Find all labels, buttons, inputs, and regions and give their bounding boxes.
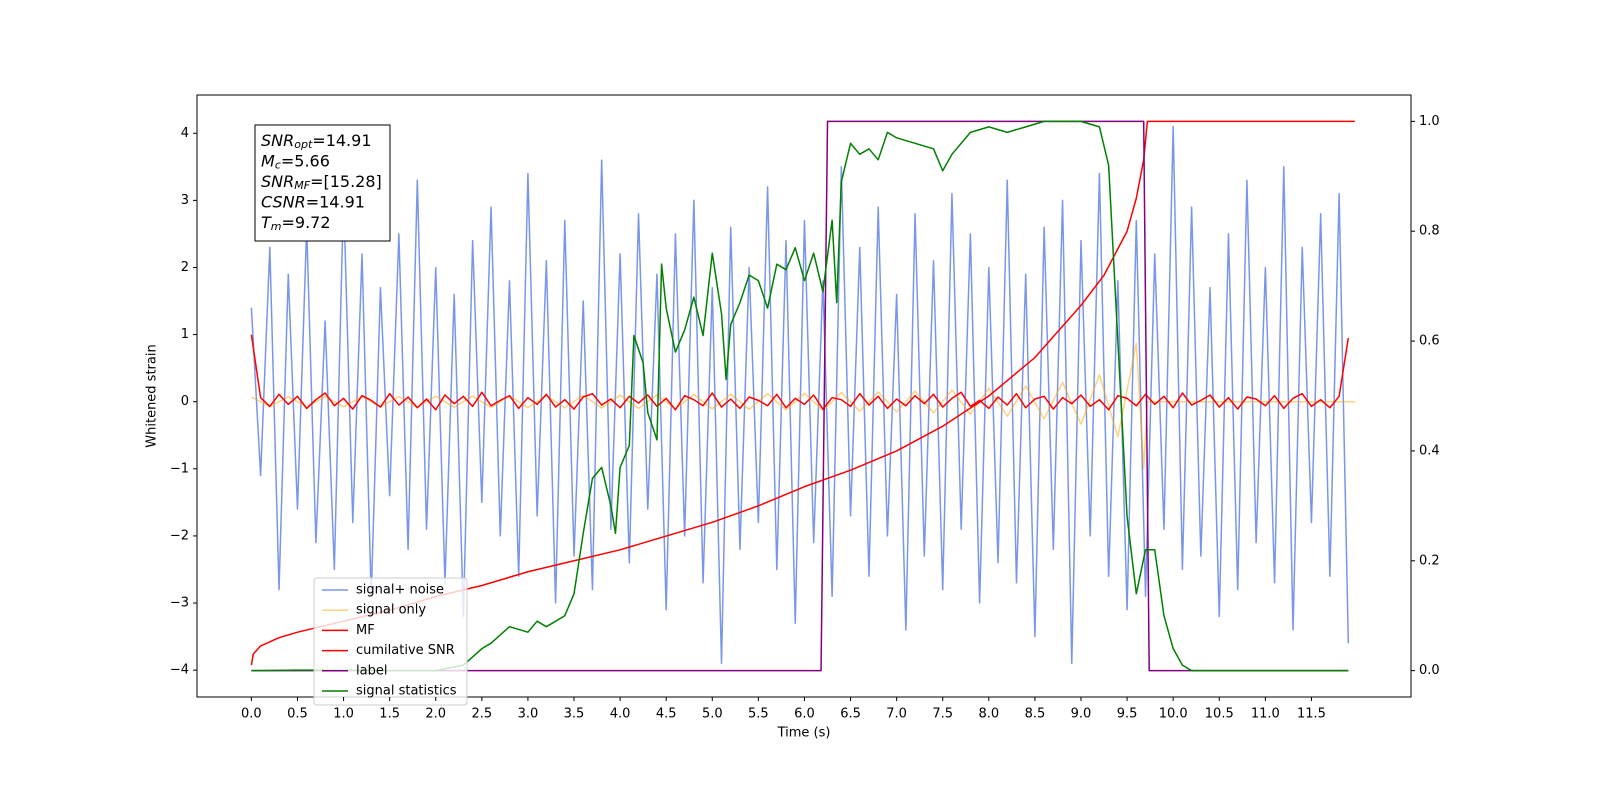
annotation-value: =14.91 (312, 131, 371, 150)
y2-tick-label: 0.2 (1419, 553, 1440, 568)
legend-frame (313, 577, 468, 706)
x-tick-label: 9.5 (1117, 707, 1138, 722)
legend-label: signal only (356, 603, 426, 618)
annotation-value: =14.91 (306, 192, 365, 211)
annotation-subscript: c (275, 159, 281, 172)
x-tick-label: 8.5 (1025, 707, 1046, 722)
series-line (250, 125, 1350, 665)
y-axis-label: Whitened strain (145, 344, 160, 447)
y-tick-label: 1 (181, 327, 189, 342)
y2-tick-label: 0.8 (1419, 224, 1440, 239)
annotation-line: Tm=9.72 (261, 213, 331, 234)
annotation-symbol: M (261, 151, 275, 170)
x-tick-label: 6.0 (794, 707, 815, 722)
x-tick-label: 7.5 (932, 707, 953, 722)
annotation-symbol: CSNR (261, 192, 306, 211)
y-tick-label: −3 (170, 596, 189, 611)
x-tick-label: 10.0 (1159, 707, 1188, 722)
series-line (251, 120, 1349, 672)
series-line (251, 342, 1355, 470)
x-tick-label: 5.5 (748, 707, 769, 722)
annotation-subscript: MF (294, 179, 310, 192)
legend-label: signal+ noise (356, 583, 444, 598)
annotation-box: SNRopt=14.91Mc=5.66SNRMF=[15.28]CSNR=14.… (254, 124, 391, 242)
x-tick-label: 2.5 (471, 707, 492, 722)
series-line (250, 334, 1350, 411)
x-tick-label: 1.5 (379, 707, 400, 722)
x-tick-label: 6.5 (840, 707, 861, 722)
x-axis-label: Time (s) (777, 726, 831, 741)
legend-label: signal statistics (356, 684, 457, 699)
x-tick-label: 0.5 (287, 707, 308, 722)
x-tick-label: 4.0 (610, 707, 631, 722)
y-tick-label: 4 (181, 126, 189, 141)
y2-tick-label: 1.0 (1419, 114, 1440, 129)
y2-tick-label: 0.0 (1419, 663, 1440, 678)
series-line (251, 120, 1349, 672)
x-tick-label: 5.0 (702, 707, 723, 722)
x-tick-label: 9.0 (1071, 707, 1092, 722)
legend-label: MF (356, 623, 375, 638)
annotation-frame (254, 124, 391, 242)
y-tick-label: −2 (170, 528, 189, 543)
annotation-subscript: m (271, 220, 282, 233)
x-tick-label: 2.0 (425, 707, 446, 722)
y2-tick-label: 0.4 (1419, 443, 1440, 458)
annotation-line: SNRopt=14.91 (261, 131, 372, 152)
y2-tick-label: 0.6 (1419, 334, 1440, 349)
x-tick-label: 10.5 (1205, 707, 1234, 722)
annotation-value: =[15.28] (310, 172, 382, 191)
y-tick-label: 0 (181, 394, 189, 409)
x-tick-label: 8.0 (978, 707, 999, 722)
x-tick-label: 4.5 (656, 707, 677, 722)
x-tick-label: 1.0 (333, 707, 354, 722)
annotation-value: =9.72 (282, 213, 331, 232)
x-tick-label: 11.0 (1251, 707, 1280, 722)
y-tick-label: −4 (170, 663, 189, 678)
x-tick-label: 11.5 (1297, 707, 1326, 722)
y-tick-label: 3 (181, 193, 189, 208)
annotation-line: Mc=5.66 (261, 151, 330, 172)
annotation-symbol: T (261, 213, 272, 232)
y-tick-label: −1 (170, 461, 189, 476)
annotation-value: =5.66 (281, 151, 330, 170)
x-tick-label: 3.5 (564, 707, 585, 722)
x-tick-label: 3.0 (518, 707, 539, 722)
annotation-subscript: opt (294, 138, 313, 151)
legend: signal+ noise signal only MF cumilative SNR… (313, 577, 468, 706)
annotation-line: SNRMF=[15.28] (261, 172, 382, 193)
x-tick-label: 0.0 (241, 707, 262, 722)
annotation-line: CSNR=14.91 (261, 192, 365, 211)
y-tick-label: 2 (181, 260, 189, 275)
legend-label: label (356, 663, 387, 678)
annotation-symbol: SNR (261, 172, 294, 191)
x-tick-label: 7.0 (886, 707, 907, 722)
legend-label: cumilative SNR (356, 643, 455, 658)
annotation-symbol: SNR (261, 131, 294, 150)
